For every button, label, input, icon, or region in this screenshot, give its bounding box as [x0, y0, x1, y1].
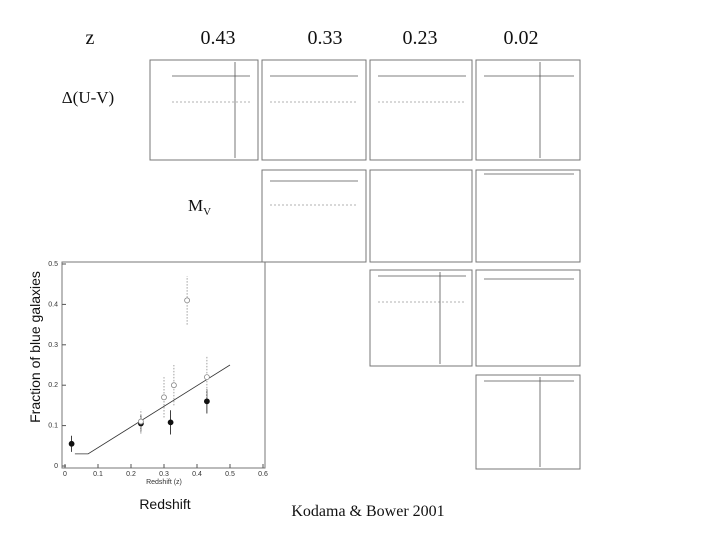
data-point — [203, 374, 210, 381]
magnitude-symbol: M — [188, 196, 203, 215]
y-tick-label: 0 — [54, 463, 58, 470]
inner-x-label: Redshift (z) — [146, 479, 182, 486]
y-axis-title: Fraction of blue galaxies — [27, 271, 43, 423]
panel — [475, 169, 581, 263]
data-point — [184, 297, 191, 304]
y-tick-label: 0.2 — [48, 382, 58, 389]
magnitude-subscript: V — [203, 206, 211, 218]
panel — [261, 59, 367, 161]
panel — [261, 169, 367, 263]
data-point — [170, 382, 177, 389]
y-tick-label: 0.1 — [48, 423, 58, 430]
x-tick-label: 0 — [63, 471, 67, 478]
z-label: z — [86, 27, 95, 49]
x-tick-label: 0.3 — [159, 471, 169, 478]
data-point — [203, 398, 210, 405]
x-tick-label: 0.2 — [126, 471, 136, 478]
data-point — [68, 440, 75, 447]
redshift-label: 0.02 — [504, 27, 539, 49]
magnitude-label: MV — [188, 196, 211, 218]
x-tick-label: 0.5 — [225, 471, 235, 478]
data-point — [167, 419, 174, 426]
x-axis-title: Redshift — [139, 496, 190, 512]
panel — [369, 169, 473, 263]
cmd-panels — [149, 59, 581, 470]
plot-frame — [61, 261, 266, 469]
citation: Kodama & Bower 2001 — [291, 503, 444, 520]
y-tick-label: 0.5 — [48, 261, 58, 268]
redshift-label: 0.33 — [308, 27, 343, 49]
panel — [475, 269, 581, 367]
x-tick-label: 0.6 — [258, 471, 268, 478]
x-tick-label: 0.4 — [192, 471, 202, 478]
y-tick-label: 0.3 — [48, 342, 58, 349]
color-label: Δ(U-V) — [62, 88, 114, 107]
x-tick-label: 0.1 — [93, 471, 103, 478]
y-tick-label: 0.4 — [48, 301, 58, 308]
panel — [475, 374, 581, 470]
panel — [369, 269, 473, 367]
redshift-label: 0.23 — [403, 27, 438, 49]
data-point — [137, 418, 144, 425]
redshift-label: 0.43 — [201, 27, 236, 49]
panel — [369, 59, 473, 161]
trend-line — [74, 364, 231, 455]
panel — [475, 59, 581, 161]
data-point — [161, 394, 167, 401]
panel — [149, 59, 259, 161]
